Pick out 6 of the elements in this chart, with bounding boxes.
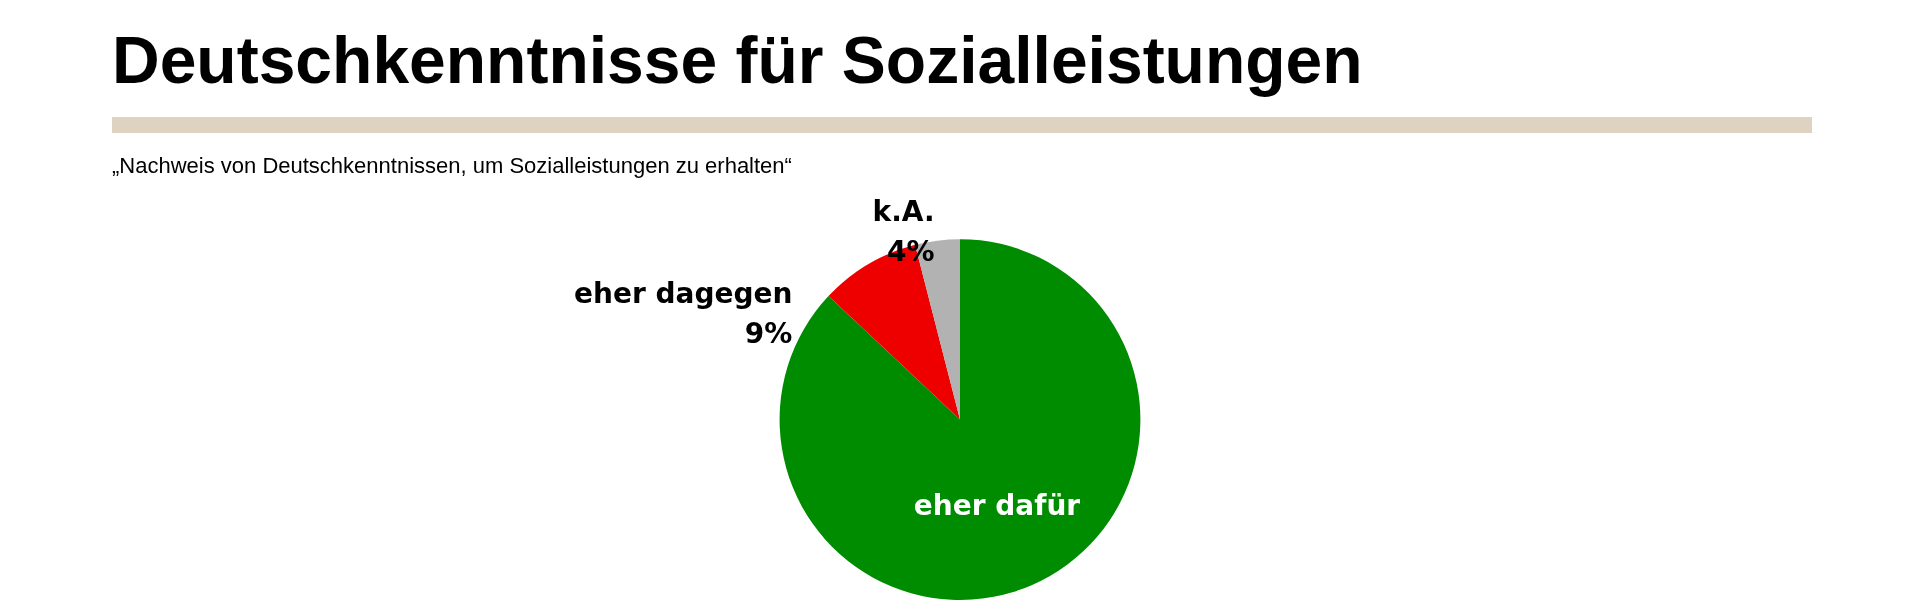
- chart-title: Deutschkenntnisse für Sozialleistungen: [112, 22, 1363, 98]
- slice-label: k.A.: [872, 194, 935, 228]
- data-label: 9%: [744, 316, 793, 350]
- slice-label: eher dagegen: [574, 276, 793, 310]
- slice-label: eher dafür: [913, 488, 1081, 522]
- chart-subtitle: „Nachweis von Deutschkenntnissen, um Sozialleistungen zu erhalten“: [112, 153, 792, 179]
